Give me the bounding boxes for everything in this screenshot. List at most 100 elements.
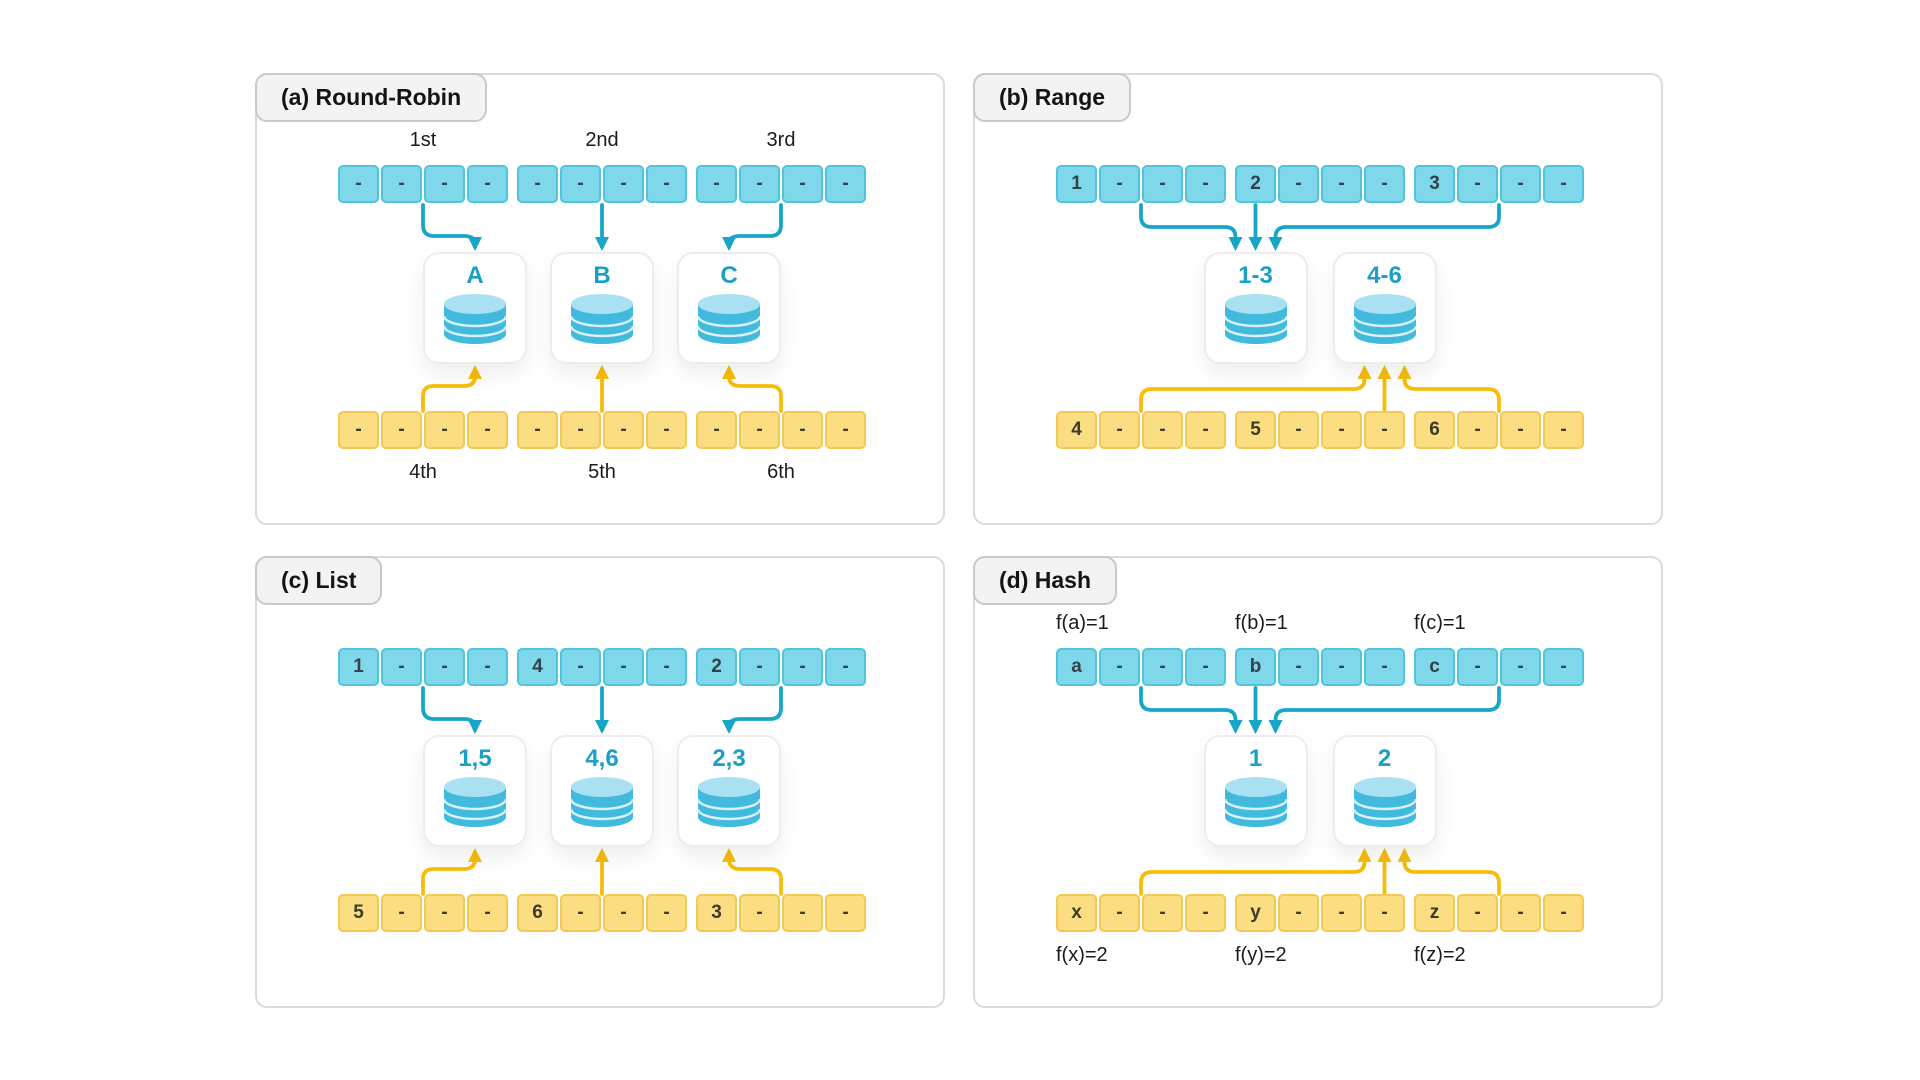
cell: - xyxy=(338,411,379,449)
db-name: 2,3 xyxy=(712,745,746,772)
db-box: 2,3 xyxy=(677,735,781,847)
cell: - xyxy=(1142,165,1183,203)
cell: - xyxy=(381,894,422,932)
cell: 6 xyxy=(517,894,558,932)
db-box: 1-3 xyxy=(1203,252,1308,364)
cell: - xyxy=(1185,411,1226,449)
cell: - xyxy=(646,165,687,203)
db-box: 4-6 xyxy=(1332,252,1437,364)
hash-label: f(a)=1 xyxy=(1056,612,1109,634)
record-row-blue: ---- xyxy=(696,165,866,203)
cell: x xyxy=(1056,894,1097,932)
cell: - xyxy=(1364,411,1405,449)
db-name: 4-6 xyxy=(1367,262,1402,289)
cell: - xyxy=(467,894,508,932)
cell: - xyxy=(825,648,866,686)
database-icon xyxy=(569,776,635,827)
cell: - xyxy=(1099,411,1140,449)
flow-arrow xyxy=(1139,848,1372,896)
database-icon xyxy=(696,776,762,827)
record-row-yellow: 3--- xyxy=(696,894,866,932)
cell: - xyxy=(1185,165,1226,203)
cell: - xyxy=(1099,165,1140,203)
panel-title-text: (d) Hash xyxy=(999,567,1091,593)
cell: - xyxy=(603,648,644,686)
cell: 3 xyxy=(696,894,737,932)
panel-range: (b) Range 1--- 2--- 3--- 1-3 4-6 4--- 5-… xyxy=(973,73,1663,525)
cell: - xyxy=(1142,648,1183,686)
cell: - xyxy=(696,411,737,449)
panel-hash: (d) Hash f(a)=1 f(b)=1 f(c)=1 a--- b--- … xyxy=(973,556,1663,1008)
cell: - xyxy=(1321,894,1362,932)
hash-label: f(c)=1 xyxy=(1414,612,1466,634)
record-row-blue: 1--- xyxy=(338,648,508,686)
panel-round-robin: (a) Round-Robin 1st 2nd 3rd ---- ---- --… xyxy=(255,73,945,525)
cell: - xyxy=(467,165,508,203)
db-name: 2 xyxy=(1377,745,1392,772)
cell: - xyxy=(782,894,823,932)
cell: - xyxy=(467,411,508,449)
record-row-yellow: ---- xyxy=(517,411,687,449)
panel-title-text: (b) Range xyxy=(999,84,1106,110)
cell: 2 xyxy=(1235,165,1276,203)
record-row-blue: ---- xyxy=(517,165,687,203)
database-icon xyxy=(442,776,508,827)
record-row-blue: 3--- xyxy=(1414,165,1584,203)
cell: - xyxy=(1278,894,1319,932)
db-name: 1,5 xyxy=(458,745,492,772)
cell: - xyxy=(338,165,379,203)
order-label: 5th xyxy=(588,461,616,483)
panel-title: (c) List xyxy=(255,556,383,605)
flow-arrow xyxy=(1397,365,1501,413)
cell: - xyxy=(424,648,465,686)
database-icon xyxy=(1223,293,1288,344)
order-label: 1st xyxy=(409,129,437,151)
db-name: A xyxy=(466,262,484,289)
db-name: 1-3 xyxy=(1238,262,1273,289)
cell: 2 xyxy=(696,648,737,686)
flow-arrow xyxy=(722,203,783,251)
panel-title-text: (c) List xyxy=(281,567,357,593)
flow-arrow xyxy=(421,848,482,896)
cell: - xyxy=(1278,648,1319,686)
cell: - xyxy=(560,165,601,203)
db-box: 1,5 xyxy=(423,735,527,847)
db-box: 4,6 xyxy=(550,735,654,847)
cell: - xyxy=(381,411,422,449)
record-row-yellow: 6--- xyxy=(517,894,687,932)
cell: - xyxy=(381,648,422,686)
cell: - xyxy=(1099,648,1140,686)
database-icon xyxy=(1352,776,1417,827)
record-row-yellow: 5--- xyxy=(338,894,508,932)
cell: - xyxy=(1457,165,1498,203)
record-row-yellow: 6--- xyxy=(1414,411,1584,449)
cell: - xyxy=(1185,894,1226,932)
cell: - xyxy=(739,411,780,449)
cell: - xyxy=(739,648,780,686)
db-box: A xyxy=(423,252,527,364)
record-row-yellow: x--- xyxy=(1056,894,1226,932)
database-icon xyxy=(442,293,508,344)
cell: - xyxy=(782,648,823,686)
db-name: 1 xyxy=(1248,745,1263,772)
cell: 3 xyxy=(1414,165,1455,203)
flow-arrow xyxy=(421,686,482,734)
cell: - xyxy=(739,894,780,932)
flow-arrow xyxy=(1268,686,1501,734)
cell: - xyxy=(646,648,687,686)
flow-arrow xyxy=(1139,686,1243,734)
cell: - xyxy=(1099,894,1140,932)
order-label: 4th xyxy=(409,461,437,483)
database-icon xyxy=(696,293,762,344)
panel-title: (b) Range xyxy=(973,73,1132,122)
cell: - xyxy=(1500,894,1541,932)
cell: - xyxy=(517,165,558,203)
db-box: B xyxy=(550,252,654,364)
panel-list: (c) List 1--- 4--- 2--- 1,5 4,6 2,3 5---… xyxy=(255,556,945,1008)
cell: - xyxy=(696,165,737,203)
record-row-blue: 2--- xyxy=(696,648,866,686)
flow-arrow xyxy=(1139,365,1372,413)
cell: - xyxy=(424,411,465,449)
cell: - xyxy=(646,411,687,449)
panel-title: (a) Round-Robin xyxy=(255,73,488,122)
